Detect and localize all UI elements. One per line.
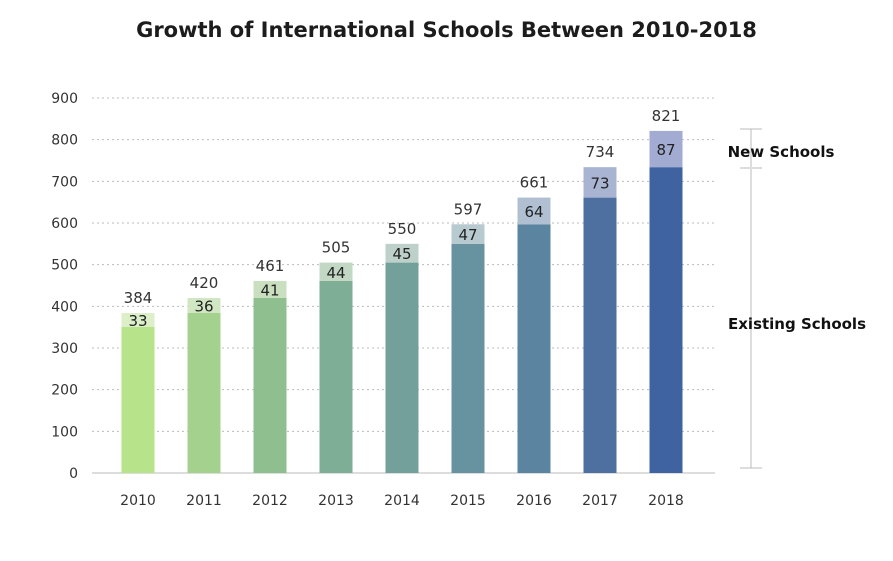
total-value-label-2015: 597 [454,200,483,218]
new-value-label-2016: 64 [524,203,543,221]
new-value-label-2015: 47 [458,226,477,244]
bar-existing-2012 [253,298,287,473]
y-tick-label-900: 900 [51,91,78,107]
total-value-label-2018: 821 [652,107,681,125]
new-value-label-2013: 44 [326,264,345,282]
bar-new-2011 [187,298,221,313]
y-tick-label-500: 500 [51,258,78,274]
x-tick-label-2011: 2011 [186,493,222,509]
bar-existing-2013 [319,280,353,473]
x-tick-label-2012: 2012 [252,493,288,509]
bar-new-2016 [517,197,551,225]
y-tick-label-100: 100 [51,424,78,440]
y-tick-label-200: 200 [51,383,78,399]
y-tick-label-700: 700 [51,174,78,190]
x-tick-label-2014: 2014 [384,493,420,509]
x-tick-label-2018: 2018 [648,493,684,509]
y-tick-label-0: 0 [69,466,78,482]
bar-new-2017 [583,167,617,198]
bar-new-2012 [253,280,287,298]
new-value-label-2011: 36 [194,298,213,316]
bar-new-2014 [385,243,419,263]
x-tick-label-2015: 2015 [450,493,486,509]
new-value-label-2017: 73 [590,174,609,192]
x-tick-label-2016: 2016 [516,493,552,509]
total-value-label-2011: 420 [190,274,219,292]
x-tick-label-2010: 2010 [120,493,156,509]
annotation-new-schools: New Schools [728,143,835,161]
total-value-label-2014: 550 [388,220,417,238]
bar-new-2010 [121,313,155,327]
x-tick-label-2017: 2017 [582,493,618,509]
annotation-existing-schools: Existing Schools [728,315,866,333]
bar-new-2018 [649,130,683,168]
bar-existing-2011 [187,313,221,473]
new-value-label-2018: 87 [656,141,675,159]
new-value-label-2010: 33 [128,312,147,330]
total-value-label-2016: 661 [520,174,549,192]
label-layer: 33 384 36 420 41 461 44 505 45 550 47 597 64 661 73 734… [124,107,681,330]
total-value-label-2010: 384 [124,289,153,307]
total-value-label-2012: 461 [256,257,285,275]
new-value-label-2012: 41 [260,281,279,299]
annotation-layer: New Schools Existing Schools [728,128,866,469]
y-tick-label-800: 800 [51,133,78,149]
bar-existing-2015 [451,243,485,473]
x-tick-label-2013: 2013 [318,493,354,509]
y-tick-label-600: 600 [51,216,78,232]
total-value-label-2017: 734 [586,143,615,161]
bar-existing-2014 [385,262,419,473]
new-value-label-2014: 45 [392,245,411,263]
chart-title: Growth of International Schools Between … [136,18,757,42]
y-tick-label-300: 300 [51,341,78,357]
bar-existing-2017 [583,197,617,474]
bar-new-2013 [319,262,353,281]
bar-layer [121,130,683,474]
total-value-label-2013: 505 [322,239,351,257]
bar-existing-2018 [649,167,683,473]
y-tick-label-400: 400 [51,299,78,315]
bar-new-2015 [451,224,485,244]
bar-existing-2016 [517,224,551,473]
bar-existing-2010 [121,326,155,473]
